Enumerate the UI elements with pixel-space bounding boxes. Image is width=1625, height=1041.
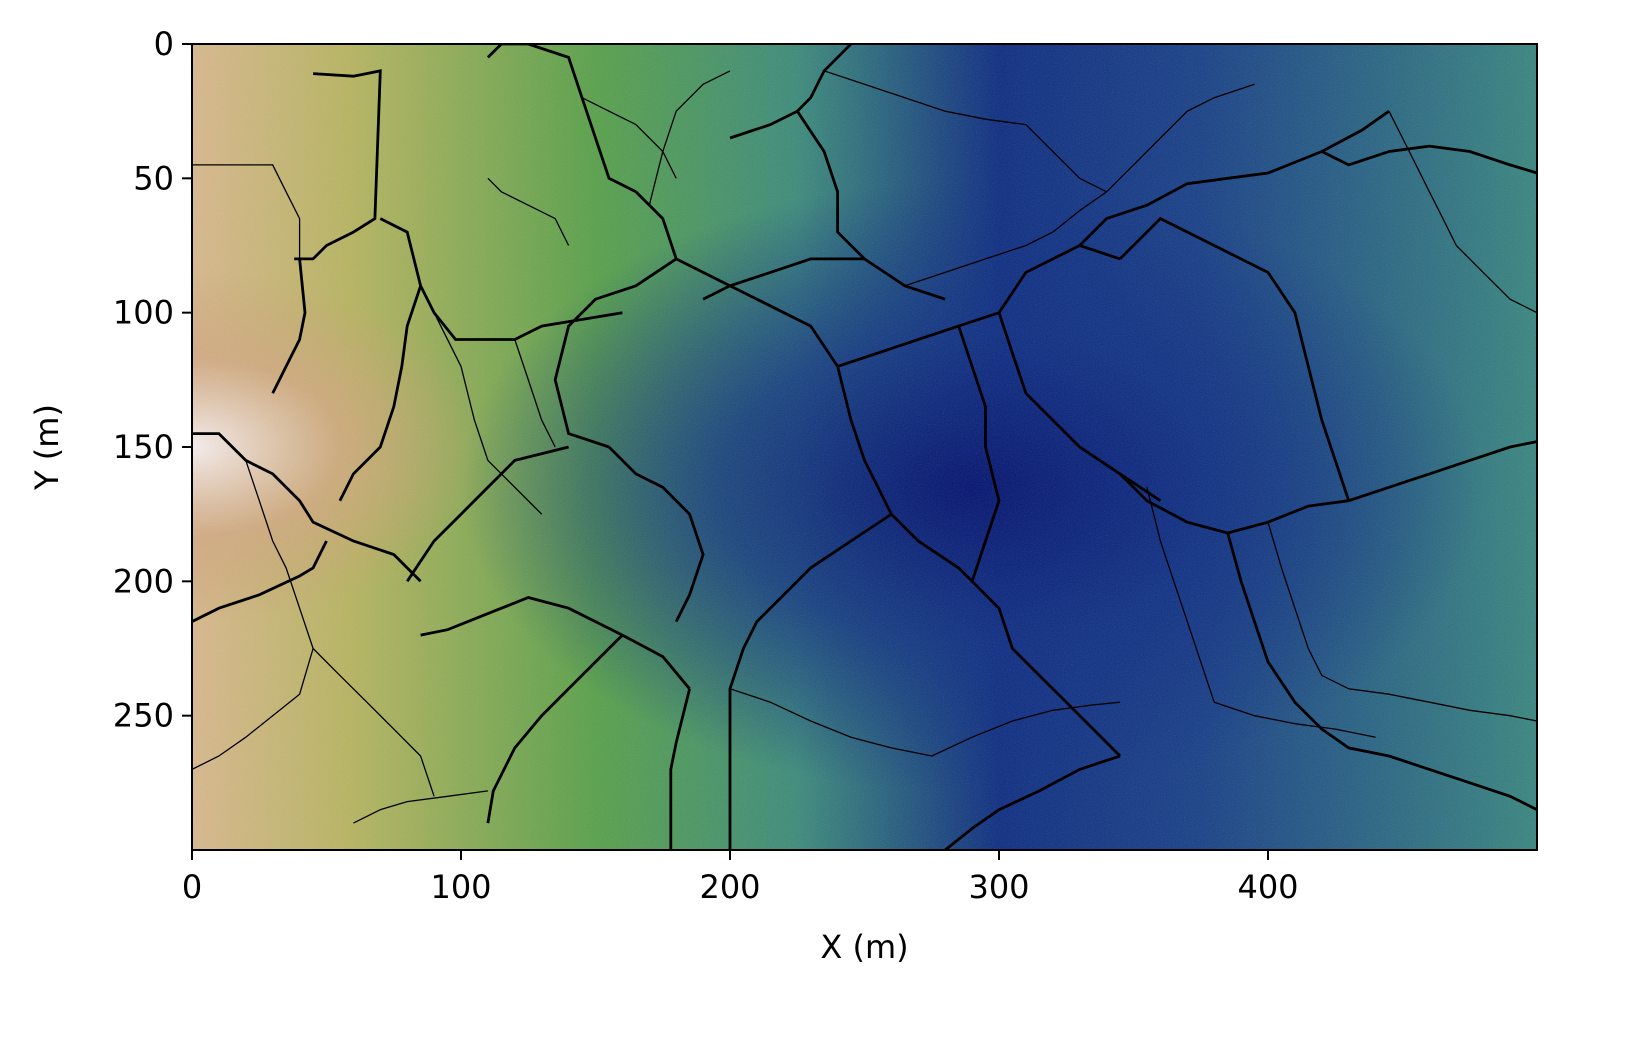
segment-boundary-thin — [1146, 487, 1215, 703]
segment-boundary-thin — [1388, 110, 1537, 314]
y-tick-label: 250 — [113, 697, 174, 735]
segment-boundary-thick — [192, 540, 328, 623]
segment-boundary-thick — [669, 688, 691, 850]
segment-boundary-thin — [312, 648, 435, 797]
segment-boundary-thin — [648, 70, 731, 206]
segment-boundary-thick — [729, 44, 852, 140]
segment-boundary-thick — [1388, 754, 1537, 811]
segment-boundary-thin — [904, 231, 1054, 287]
segment-boundary-thin — [514, 339, 556, 448]
plot-area — [192, 44, 1537, 850]
y-axis-ticks: 0 50 100 150 200 250 — [113, 25, 192, 735]
y-tick-label: 0 — [154, 25, 174, 63]
segment-boundary-thick — [971, 580, 1121, 757]
x-tick-label: 400 — [1237, 868, 1298, 906]
x-tick-label: 200 — [699, 868, 760, 906]
y-axis-label: Y (m) — [28, 404, 66, 491]
x-tick-label: 0 — [182, 868, 202, 906]
segment-boundary-thin — [353, 790, 488, 824]
segment-boundary-thick — [1119, 216, 1351, 502]
segment-boundary-thin — [1052, 83, 1255, 233]
y-tick-label: 150 — [113, 428, 174, 466]
segment-boundary-thick — [420, 596, 691, 690]
segment-boundary-thick — [338, 285, 422, 502]
segment-boundary-thick — [742, 513, 893, 650]
segment-boundary-thick — [1226, 532, 1390, 758]
segment-boundary-thick — [486, 44, 637, 194]
segment-boundary-thin — [1213, 701, 1376, 738]
segment-boundary-thick — [1388, 440, 1537, 489]
segment-boundary-thick — [294, 69, 382, 261]
segment-boundary-thick — [192, 432, 422, 583]
segment-boundary-thin — [192, 648, 314, 770]
segment-boundary-thin — [433, 312, 543, 515]
segment-boundary-thick — [796, 110, 946, 301]
heatmap-noise — [192, 44, 1537, 850]
segment-boundary-thick — [553, 257, 677, 449]
segment-boundary-thick — [944, 754, 1121, 850]
x-tick-label: 300 — [968, 868, 1029, 906]
segment-boundary-thick — [379, 217, 623, 341]
segment-boundary-thin — [192, 164, 301, 259]
segment-boundary-thin — [729, 688, 932, 757]
segment-boundary-thick — [271, 258, 307, 394]
segment-boundary-thick — [634, 190, 839, 368]
segment-boundary-thin — [823, 70, 1107, 193]
segment-boundary-thick — [608, 446, 705, 623]
segment-boundary-thin — [487, 177, 570, 246]
segment-boundary-thick — [702, 257, 865, 301]
x-tick-label: 100 — [430, 868, 491, 906]
segment-boundary-thick — [836, 366, 974, 583]
segment-boundary-thin — [931, 701, 1121, 757]
segment-boundary-thin — [581, 97, 677, 179]
segment-boundary-thin — [245, 460, 314, 649]
segment-boundary-thin — [1267, 522, 1537, 722]
y-tick-label: 200 — [113, 562, 174, 600]
x-axis-label: X (m) — [820, 928, 908, 966]
segment-boundary-thick — [1321, 144, 1537, 175]
segmentation-boundaries — [192, 44, 1537, 850]
x-axis-ticks: 0 100 200 300 400 — [182, 850, 1299, 906]
segment-boundary-thick — [837, 243, 1121, 368]
segment-boundary-thick — [1078, 110, 1390, 247]
segment-boundary-thick — [728, 648, 745, 850]
segment-boundary-thick — [957, 325, 1001, 582]
segment-boundary-thick — [1119, 472, 1390, 535]
segment-boundary-thick — [486, 634, 624, 824]
y-tick-label: 50 — [133, 159, 174, 197]
segment-boundary-thick — [406, 445, 569, 583]
y-tick-label: 100 — [113, 294, 174, 332]
